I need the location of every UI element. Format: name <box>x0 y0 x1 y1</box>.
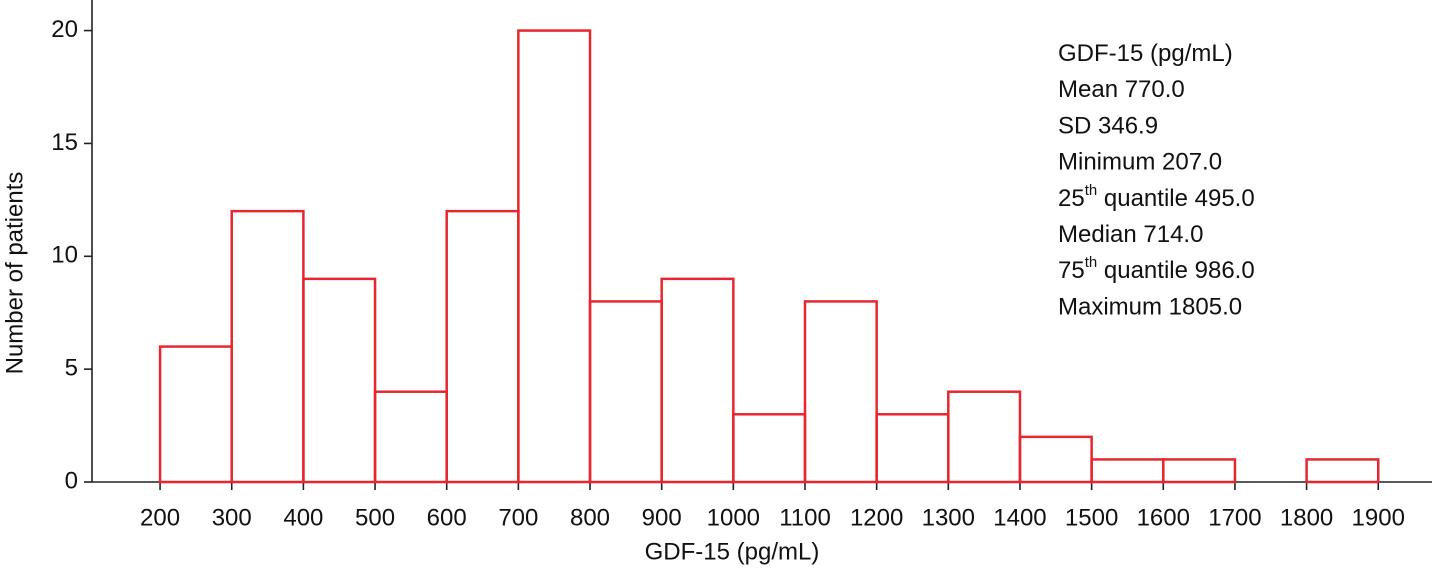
annotation-text: 75 <box>1058 258 1085 285</box>
bar <box>158 345 233 484</box>
bar <box>1090 458 1165 484</box>
y-tick-label: 20 <box>51 16 78 43</box>
x-tick-label: 1700 <box>1208 504 1261 531</box>
x-tick-label: 1600 <box>1137 504 1190 531</box>
x-tick-label: 1500 <box>1065 504 1118 531</box>
annotation: 25th quantile 495.0 <box>1058 182 1255 212</box>
x-tick-label: 1900 <box>1352 504 1405 531</box>
annotation-text: 25 <box>1058 185 1085 212</box>
x-tick-label: 200 <box>140 504 180 531</box>
x-tick-label: 500 <box>355 504 395 531</box>
bar <box>588 300 663 484</box>
annotation: Median 714.0 <box>1058 221 1203 248</box>
x-tick-label: 800 <box>570 504 610 531</box>
x-tick-label: 1800 <box>1280 504 1333 531</box>
x-tick-label: 1200 <box>850 504 903 531</box>
bar <box>1162 458 1237 484</box>
bar <box>875 413 950 484</box>
annotation-text: quantile 986.0 <box>1097 258 1254 285</box>
annotation-text: Mean 770.0 <box>1058 77 1185 104</box>
bar <box>373 390 448 484</box>
annotation-superscript: th <box>1085 182 1098 199</box>
annotation-text: quantile 495.0 <box>1097 185 1254 212</box>
bar <box>1305 458 1380 484</box>
x-tick-label: 1000 <box>707 504 760 531</box>
bar <box>732 413 807 484</box>
annotation-text: Maximum 1805.0 <box>1058 294 1242 321</box>
bar <box>947 390 1022 484</box>
bar <box>302 277 377 484</box>
annotation: Mean 770.0 <box>1058 77 1185 104</box>
x-tick-label: 1400 <box>993 504 1046 531</box>
y-tick-label: 5 <box>65 354 78 381</box>
bar <box>1018 435 1093 484</box>
x-tick-label: 1100 <box>779 504 831 531</box>
x-tick-label: 1300 <box>922 504 975 531</box>
y-tick-label: 0 <box>65 467 78 494</box>
annotation: Minimum 207.0 <box>1058 149 1222 176</box>
annotation: 75th quantile 986.0 <box>1058 254 1255 284</box>
annotation-text: Minimum 207.0 <box>1058 149 1222 176</box>
bar <box>517 29 592 484</box>
x-tick-label: 700 <box>498 504 538 531</box>
y-tick-label: 15 <box>51 129 78 156</box>
y-axis-label: Number of patients <box>1 172 28 375</box>
annotation: SD 346.9 <box>1058 113 1158 140</box>
y-tick-label: 10 <box>51 242 78 269</box>
annotation: GDF-15 (pg/mL) <box>1058 40 1233 67</box>
x-tick-label: 900 <box>642 504 682 531</box>
x-tick-label: 600 <box>427 504 467 531</box>
annotation-text: GDF-15 (pg/mL) <box>1058 40 1233 67</box>
bar <box>230 209 305 484</box>
x-tick-label: 400 <box>283 504 323 531</box>
annotation-superscript: th <box>1085 254 1098 271</box>
annotation-text: Median 714.0 <box>1058 221 1203 248</box>
bar <box>660 277 735 484</box>
annotation-text: SD 346.9 <box>1058 113 1158 140</box>
annotation: Maximum 1805.0 <box>1058 294 1242 321</box>
bar <box>445 209 520 484</box>
x-axis-label: GDF-15 (pg/mL) <box>645 538 820 565</box>
bar <box>803 300 878 484</box>
x-tick-label: 300 <box>212 504 252 531</box>
